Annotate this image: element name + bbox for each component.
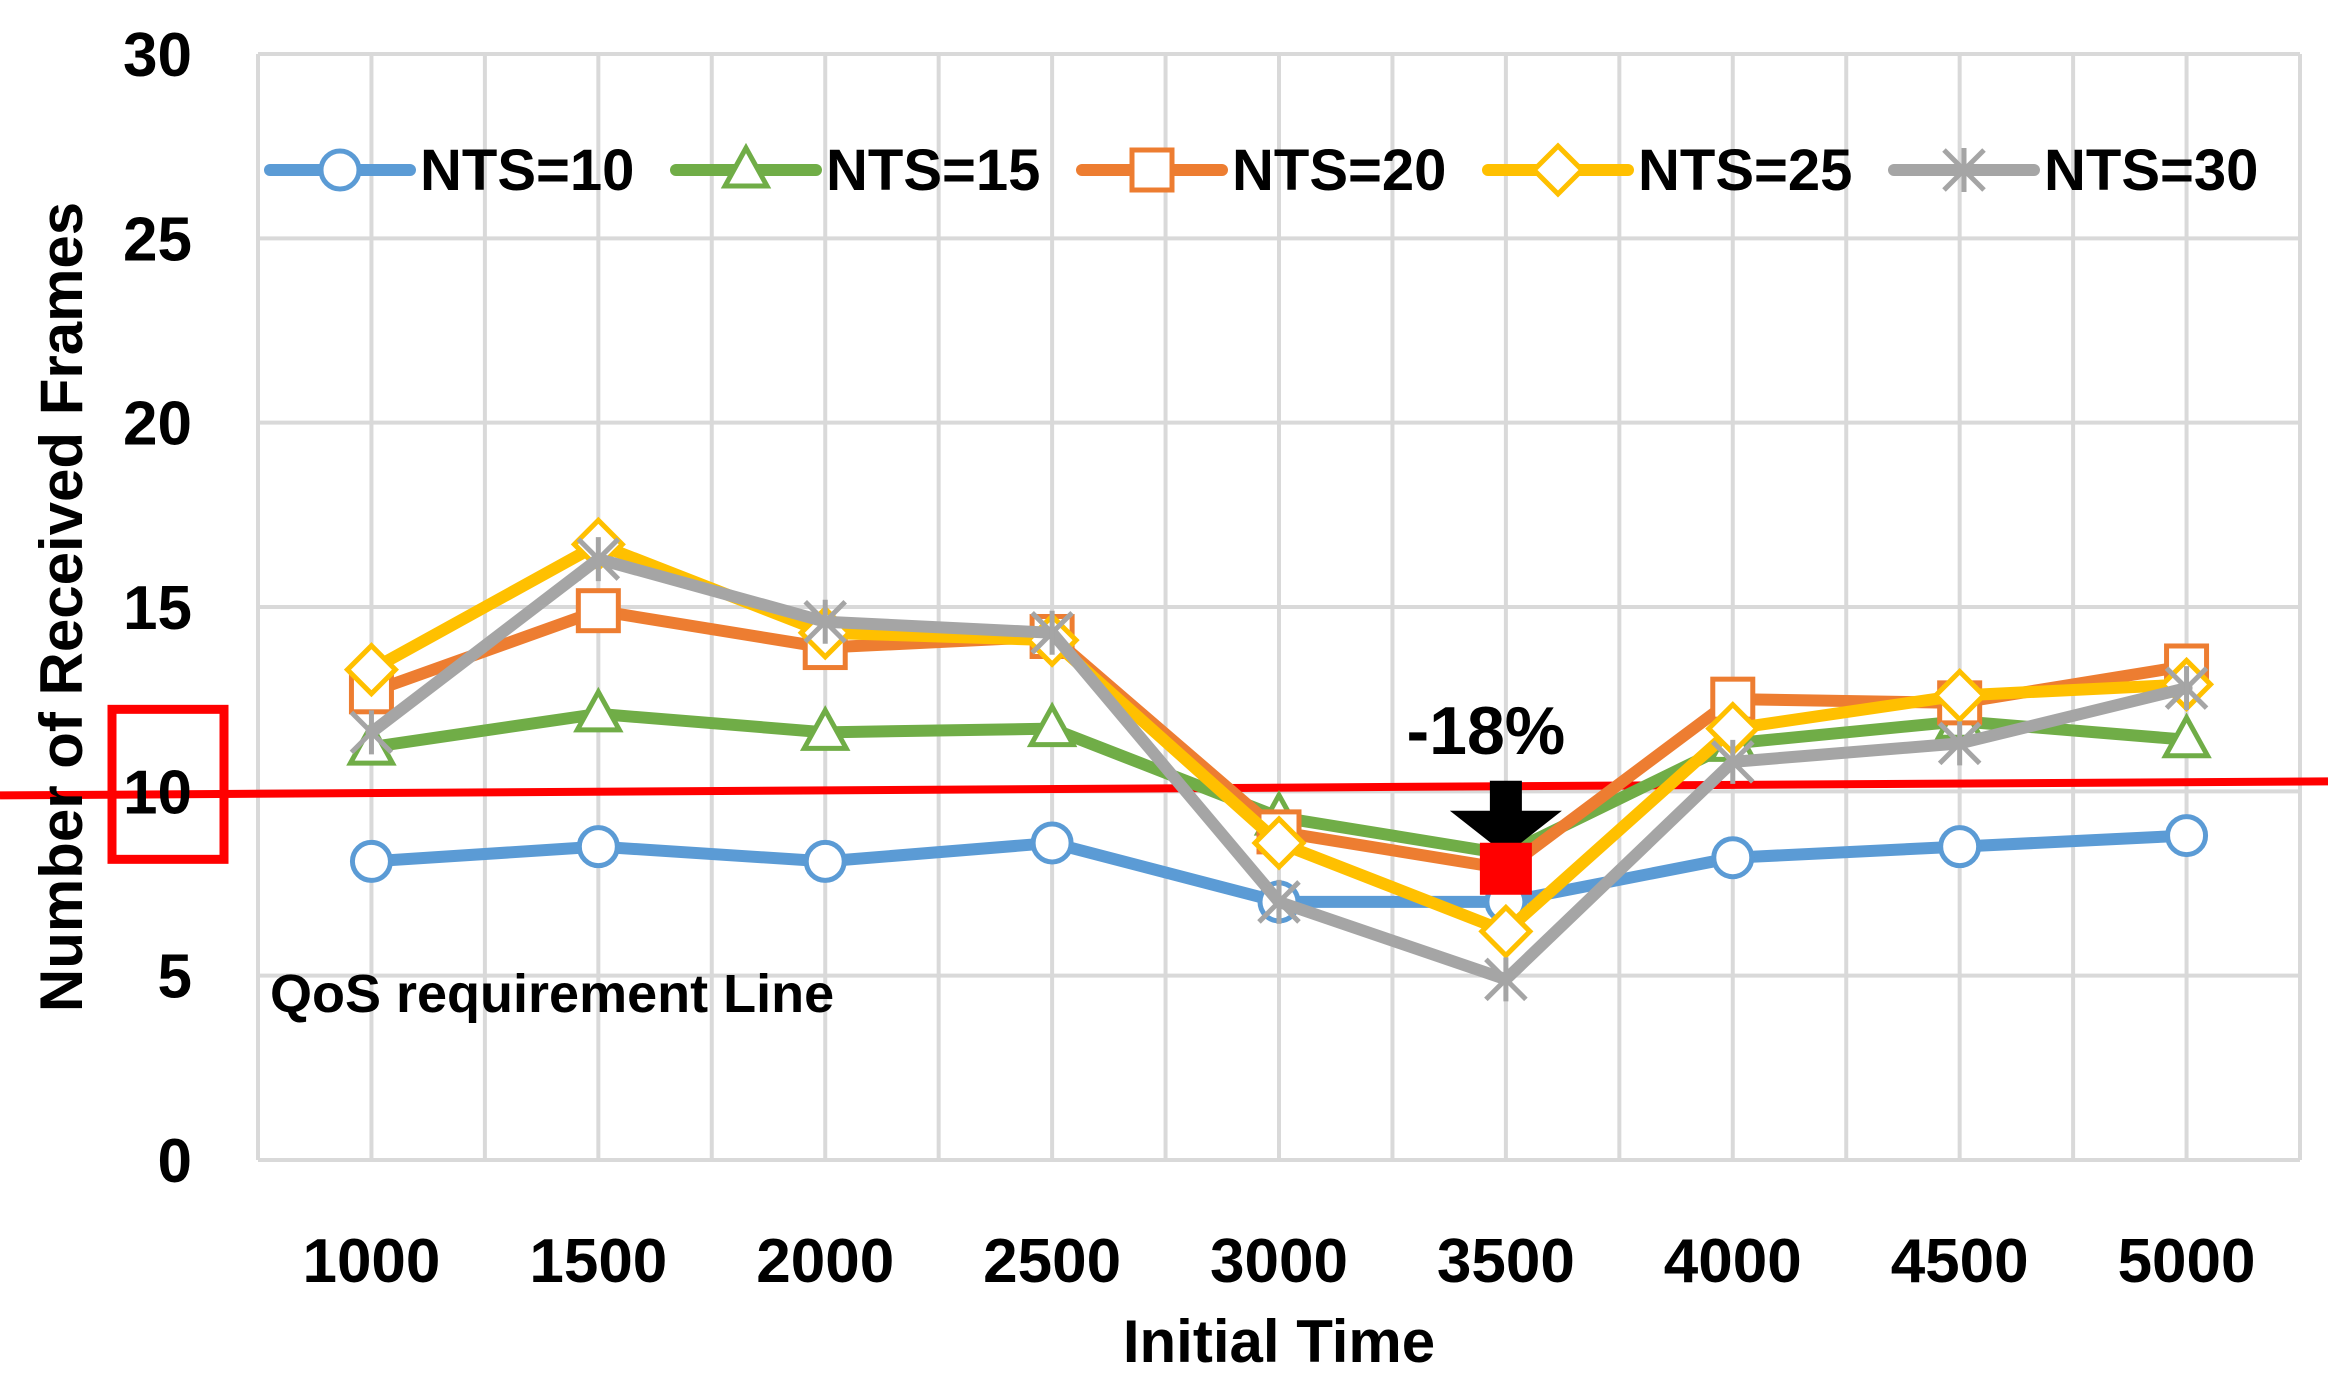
legend-label: NTS=15 <box>826 138 1040 203</box>
annotation-layer: -18% <box>1407 693 1566 895</box>
qos-threshold-label: QoS requirement Line <box>270 964 834 1024</box>
legend-marker <box>1530 142 1586 198</box>
legend-label: NTS=25 <box>1638 138 1852 203</box>
legend: NTS=10 NTS=15 NTS=20 NTS=25 NTS=30 <box>264 138 2258 203</box>
data-point <box>349 839 393 883</box>
data-point <box>1484 957 1528 1002</box>
x-tick-label: 2000 <box>756 1227 894 1296</box>
y-axis-title: Number of Received Frames <box>28 202 95 1012</box>
legend-marker <box>1942 148 1986 192</box>
data-point <box>1026 701 1078 748</box>
x-tick-label: 3000 <box>1210 1227 1348 1296</box>
data-point <box>573 686 624 733</box>
qos-threshold-line <box>0 777 2328 800</box>
data-point <box>343 642 399 698</box>
data-point <box>1938 825 1982 869</box>
annotation-label: -18% <box>1407 693 1566 769</box>
qos-threshold: QoS requirement Line <box>0 777 2328 1024</box>
x-tick-label: 3500 <box>1437 1227 1575 1296</box>
legend-marker <box>1129 147 1175 193</box>
highlight-marker <box>1479 842 1532 895</box>
data-point <box>1257 879 1301 924</box>
legend-entry: NTS=20 <box>1076 138 1446 203</box>
highlight-box <box>107 704 229 864</box>
data-point <box>803 839 847 883</box>
data-point <box>575 588 621 634</box>
axes: 0 5 10 15 20 25 30 1000 1500 2000 2500 3000 3500 4000… <box>28 21 2256 1375</box>
legend-entry: NTS=25 <box>1482 138 1852 203</box>
legend-marker <box>318 148 362 192</box>
x-axis-title: Initial Time <box>1123 1308 1435 1375</box>
data-point <box>349 710 394 755</box>
data-point <box>1711 836 1755 880</box>
x-tick-label: 2500 <box>983 1227 1121 1296</box>
data-point <box>1932 667 1988 724</box>
y-tick-label: 30 <box>123 21 192 90</box>
x-tick-label: 1500 <box>529 1227 667 1296</box>
data-point <box>2165 814 2209 858</box>
y-tick-label: 15 <box>123 574 192 643</box>
legend-label: NTS=20 <box>1232 138 1446 203</box>
x-tick-label: 4500 <box>1891 1227 2029 1296</box>
data-point <box>576 537 621 582</box>
data-point <box>1030 610 1074 655</box>
y-tick-label: 10 <box>123 758 192 827</box>
data-point <box>803 599 847 644</box>
x-tick-label: 4000 <box>1664 1227 1802 1296</box>
legend-label: NTS=10 <box>420 138 634 203</box>
legend-entry: NTS=30 <box>1888 138 2258 203</box>
data-point <box>2164 666 2209 711</box>
legend-marker <box>720 142 772 189</box>
data-point <box>576 825 620 869</box>
legend-entry: NTS=10 <box>264 138 634 203</box>
data-point <box>1251 815 1307 871</box>
x-tick-label: 5000 <box>2118 1227 2256 1296</box>
series-layer <box>343 516 2215 1002</box>
data-point <box>2161 712 2212 759</box>
y-tick-label: 0 <box>158 1127 192 1196</box>
data-point <box>1711 739 1755 784</box>
data-point <box>1030 821 1074 865</box>
y-tick-label: 20 <box>123 390 192 459</box>
y-tick-label: 25 <box>123 205 192 274</box>
legend-label: NTS=30 <box>2044 138 2258 203</box>
y-tick-label: 5 <box>158 943 192 1012</box>
data-point <box>799 705 851 751</box>
legend-entry: NTS=15 <box>670 138 1040 203</box>
data-point <box>1478 903 1534 959</box>
down-arrow-icon <box>1449 780 1562 855</box>
data-point <box>1937 721 1982 766</box>
x-tick-label: 1000 <box>302 1227 440 1296</box>
